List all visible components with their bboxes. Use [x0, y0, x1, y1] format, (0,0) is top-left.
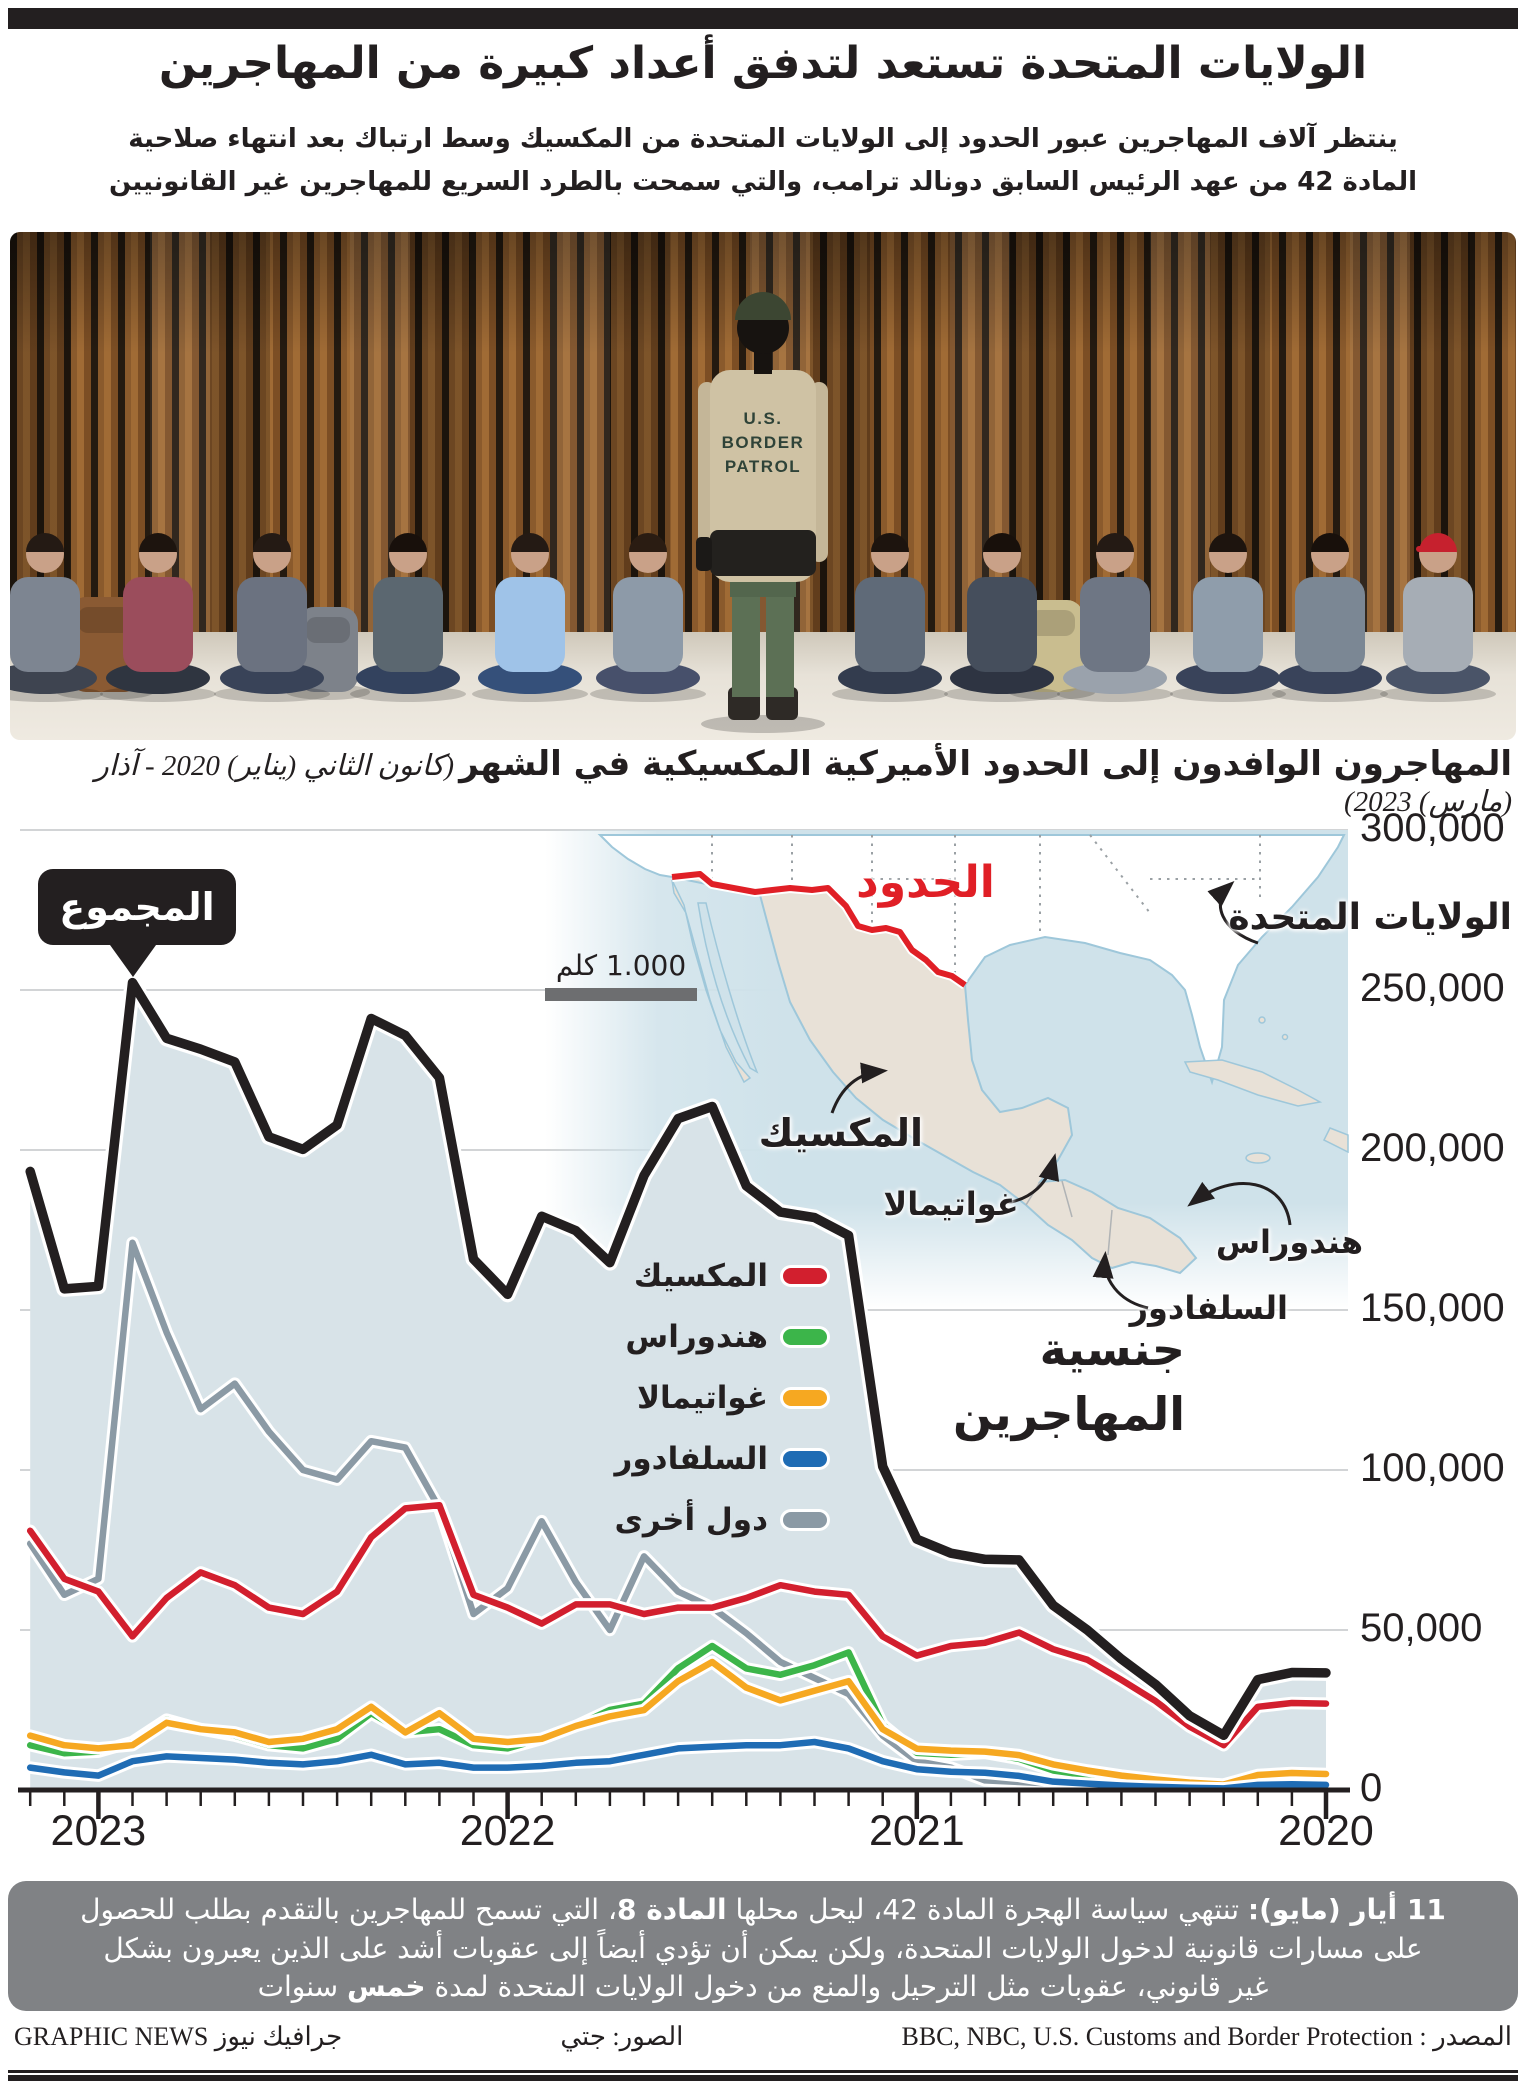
chart-title-main: المهاجرون الوافدون إلى الحدود الأميركية …	[459, 744, 1512, 784]
legend-item-4: دول أخرى	[614, 1502, 827, 1538]
map-label-border: الحدود	[856, 857, 995, 908]
patrol-shirt-text: U.S.	[743, 409, 782, 428]
legend-label: غواتيمالا	[636, 1380, 768, 1416]
baja-california-peninsula	[671, 879, 752, 1084]
el-salvador-arrow	[1092, 1251, 1149, 1310]
brand-arabic: جرافيك نيوز	[214, 2022, 343, 2051]
patrol-shirt-text: PATROL	[725, 457, 801, 476]
y-tick-label: 0	[1360, 1766, 1383, 1810]
seated-migrant	[944, 533, 1060, 702]
y-tick-label: 300,000	[1360, 806, 1505, 850]
cuba-island	[1183, 1059, 1323, 1107]
seated-migrant	[350, 533, 466, 702]
map-scale-bar	[545, 988, 697, 1001]
seated-migrant	[1057, 533, 1173, 702]
y-tick-label: 100,000	[1360, 1446, 1505, 1490]
x-axis	[18, 1787, 1350, 1819]
jamaica-island	[1245, 1152, 1271, 1164]
y-tick-label: 150,000	[1360, 1286, 1505, 1330]
us-state-dotted-lines	[711, 834, 1261, 973]
legend-label: دول أخرى	[614, 1502, 768, 1538]
legend-item-2: غواتيمالا	[637, 1380, 827, 1416]
nationality-line-1: جنسية	[1039, 1322, 1185, 1376]
policy-note-line: على مسارات قانونية لدخول الولايات المتحد…	[103, 1931, 1423, 1965]
year-label-2023: 2023	[50, 1807, 147, 1855]
map-callout-arrows	[830, 880, 1292, 1310]
map-label-guatemala: غواتيمالا	[883, 1185, 1019, 1223]
y-tick-label: 200,000	[1360, 1126, 1505, 1170]
legend-label: السلفادور	[614, 1441, 768, 1477]
subtitle-line-1: ينتظر آلاف المهاجرين عبور الحدود إلى الو…	[128, 124, 1398, 154]
source-value: BBC, NBC, U.S. Customs and Border Protec…	[901, 2022, 1413, 2051]
total-callout-tail	[110, 945, 156, 977]
y-tick-label: 50,000	[1360, 1606, 1483, 1650]
legend-swatch	[783, 1512, 827, 1528]
hispaniola-island	[1322, 1127, 1349, 1154]
seated-migrant	[214, 533, 330, 702]
us-arrow	[1207, 880, 1259, 945]
brand-latin: GRAPHIC NEWS	[14, 2022, 209, 2051]
chart-canvas	[18, 829, 1350, 1819]
caribbean-islands	[1183, 1016, 1349, 1164]
source-credit: المصدر : BBC, NBC, U.S. Customs and Bord…	[901, 2022, 1512, 2052]
map-label-united-states: الولايات المتحدة	[1228, 897, 1512, 938]
legend-label: هندوراس	[625, 1319, 768, 1355]
seated-migrant	[1380, 533, 1496, 702]
bahamas-islet-2	[1281, 1033, 1289, 1041]
gulf-of-california	[697, 902, 759, 1074]
honduras-arrow	[1187, 1181, 1292, 1226]
page-title: الولايات المتحدة تستعد لتدفق أعداد كبيرة…	[158, 38, 1368, 89]
top-rule	[8, 8, 1518, 29]
year-label-2021: 2021	[868, 1807, 965, 1855]
nationality-label: جنسية المهاجرين	[953, 1317, 1185, 1448]
policy-note-line: غير قانوني، عقوبات مثل الترحيل والمنع من…	[257, 1970, 1269, 2004]
bahamas-islet	[1258, 1016, 1266, 1024]
bottom-rule	[8, 2070, 1518, 2085]
year-label-2020: 2020	[1278, 1807, 1374, 1855]
migrants-and-agent-illustration: U.S. BORDER PATROL	[10, 292, 1496, 733]
subtitle-line-2: المادة 42 من عهد الرئيس السابق دونالد تر…	[108, 166, 1418, 197]
photo-credit: الصور: جتي	[560, 2022, 684, 2051]
legend-item-0: المكسيك	[634, 1258, 827, 1294]
chart-title-period: (كانون الثاني (يناير) 2020 - آذار (مارس)…	[94, 750, 1512, 818]
policy-note-line: 11 أيار (مايو): تنتهي سياسة الهجرة الماد…	[80, 1893, 1446, 1926]
seated-migrant	[590, 533, 706, 702]
legend-item-1: هندوراس	[625, 1319, 827, 1355]
legend-swatch	[783, 1451, 827, 1467]
legend-swatch	[783, 1390, 827, 1406]
border-wall-photo: U.S. BORDER PATROL	[10, 232, 1516, 740]
y-tick-label: 250,000	[1360, 966, 1505, 1010]
total-callout-bubble: المجموع	[38, 869, 236, 945]
policy-note-box: 11 أيار (مايو): تنتهي سياسة الهجرة الماد…	[8, 1881, 1518, 2011]
legend-item-3: السلفادور	[615, 1441, 827, 1477]
seated-migrant	[10, 533, 103, 702]
map-label-mexico: المكسيك	[758, 1111, 923, 1155]
us-mexico-border-line-red	[671, 871, 967, 988]
seated-migrant	[1272, 533, 1388, 702]
seated-migrant	[1170, 533, 1286, 702]
legend-label: المكسيك	[633, 1258, 768, 1294]
legend-swatch	[783, 1329, 827, 1345]
border-patrol-agent: U.S. BORDER PATROL	[696, 292, 828, 733]
credits-row: GRAPHIC NEWS جرافيك نيوز الصور: جتي المص…	[14, 2022, 1512, 2052]
seated-migrant	[100, 533, 216, 702]
nationality-line-2: المهاجرين	[953, 1387, 1185, 1442]
source-label: المصدر :	[1419, 2022, 1512, 2051]
page-subtitle: ينتظر آلاف المهاجرين عبور الحدود إلى الو…	[0, 118, 1526, 204]
data-series	[22, 974, 1334, 1795]
patrol-shirt-text: BORDER	[722, 433, 805, 452]
mexico-arrow	[830, 1062, 888, 1114]
seated-migrant	[472, 533, 588, 702]
map-label-honduras: هندوراس	[1215, 1223, 1363, 1261]
seated-migrant	[832, 533, 948, 702]
map-label-el-salvador: السلفادور	[1129, 1289, 1288, 1327]
brand-credit: GRAPHIC NEWS جرافيك نيوز	[14, 2022, 342, 2052]
legend-swatch	[783, 1268, 827, 1284]
migration-chart: 300,000 250,000 200,000 150,000 100,000 50,00…	[0, 785, 1526, 1860]
guatemala-arrow	[1005, 1153, 1060, 1205]
year-label-2022: 2022	[459, 1807, 556, 1855]
map-scale-label: 1.000 كلم	[555, 949, 687, 982]
chart-title: المهاجرون الوافدون إلى الحدود الأميركية …	[12, 744, 1512, 819]
